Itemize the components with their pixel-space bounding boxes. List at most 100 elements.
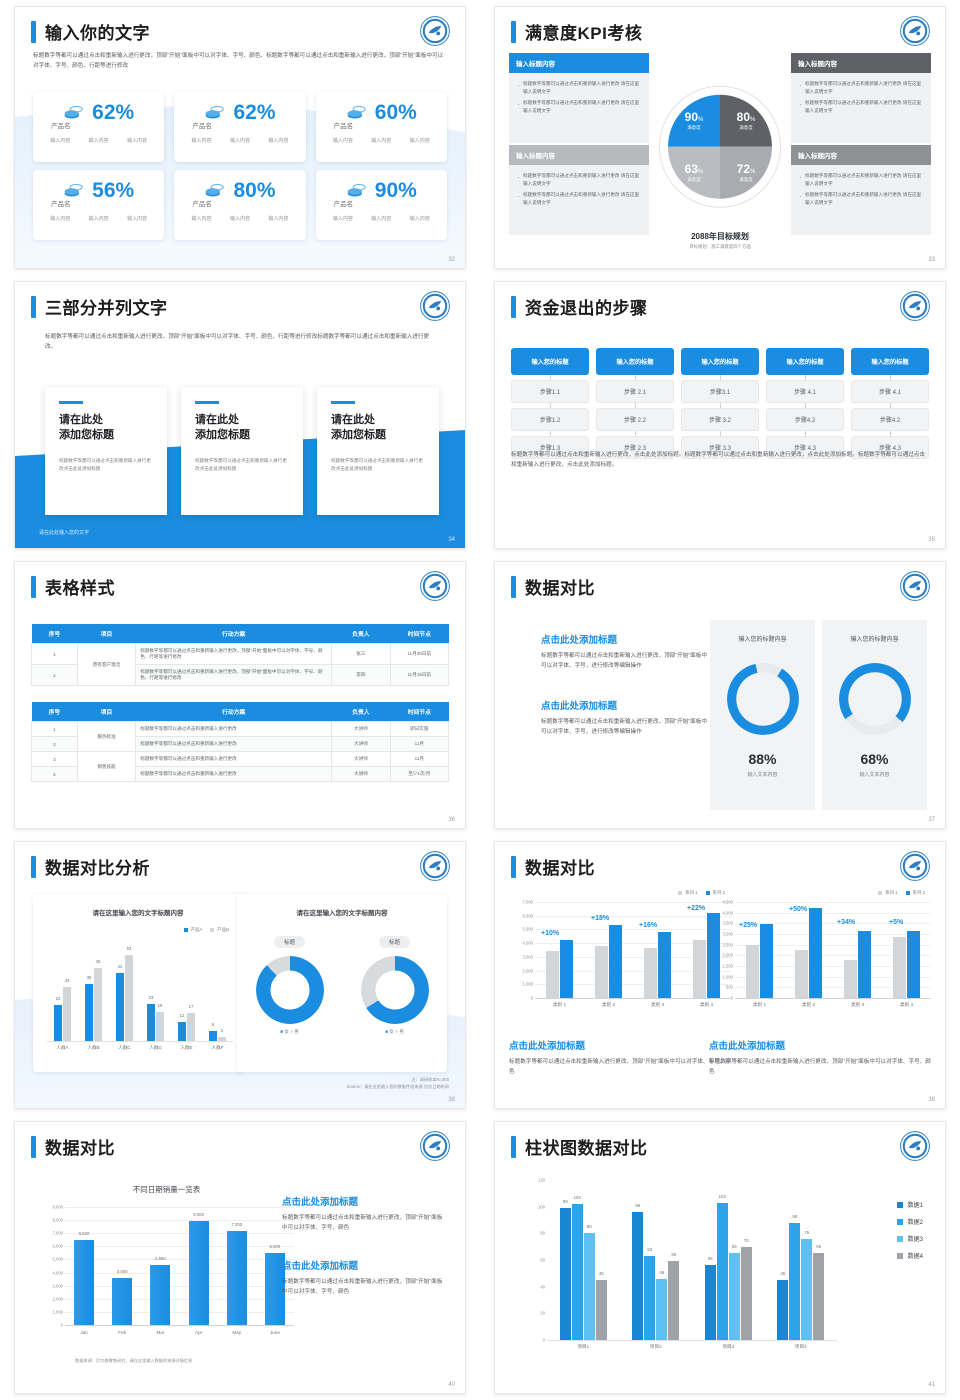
donut-legend: ■ 女 ■ 男 xyxy=(385,1029,404,1034)
quadrant-caption: 满意度 xyxy=(739,176,753,182)
step-item[interactable]: 步骤1.1 xyxy=(511,380,589,403)
kpi-box-top-right[interactable]: 输入标题内容 标题数字等都可以通过点击和重新输入进行更改 请在这里输入说明文字 … xyxy=(791,53,931,143)
kpi-box-bottom-left[interactable]: 输入标题内容 标题数字等都可以通过点击和重新输入进行更改 请在这里输入说明文字 … xyxy=(509,145,649,235)
slide-cell-40[interactable]: 数据对比 不同日期销量一览表 9,000 8,000 7,000 6,000 5… xyxy=(0,1115,480,1400)
kpi-card[interactable]: 80% 产品名 输入内容 输入内容 输入内容 xyxy=(174,170,306,240)
text-card[interactable]: 请在此处 添加您标题 标题数字等都可以通过点击和重新输入进行更改点击此处添加标题 xyxy=(181,387,303,515)
kpi-card-top: 56% xyxy=(41,180,156,201)
bar-series-b: 53 xyxy=(125,946,133,1041)
text-card[interactable]: 请在此处 添加您标题 标题数字等都可以通过点击和重新输入进行更改点击此处添加标题 xyxy=(45,387,167,515)
step-item[interactable]: 步骤1.2 xyxy=(511,408,589,431)
step-item[interactable]: 步骤 4.1 xyxy=(766,380,844,403)
table-row[interactable]: 1 服务标准 标题数字等都可以通过点击和重新输入进行更改 大讲师 即日实施 xyxy=(31,721,450,752)
kpi-product-name: 产品名 xyxy=(51,123,71,130)
step-item[interactable]: 步骤4.2 xyxy=(851,408,929,431)
kpi-foot-item: 输入内容 xyxy=(229,138,250,144)
step-item[interactable]: 步骤 2.3 xyxy=(596,436,674,459)
slide-cell-34[interactable]: 三部分并列文字 标题数字等都可以通过点击和重新输入进行更改，顶部“开始”面板中可… xyxy=(0,275,480,555)
slide-cell-33[interactable]: 满意度KPI考核 输入标题内容 标题数字等都可以通过点击和重新输入进行更改 请在… xyxy=(480,0,960,275)
table-cell-owner: 大讲师 xyxy=(331,736,391,752)
slide-cell-41[interactable]: 柱状图数据对比 120 100 80 60 40 20 0 xyxy=(480,1115,960,1400)
step-column[interactable]: 输入您的标题 步骤1.1 步骤1.2 步骤1.3 xyxy=(511,348,589,459)
step-item[interactable]: 步骤1.3 xyxy=(511,436,589,459)
step-column[interactable]: 输入您的标题 步骤 4.1 步骤4.2 步骤 4.3 xyxy=(851,348,929,459)
sales-bar-chart[interactable]: 不同日期销量一览表 9,000 8,000 7,000 6,000 5,000 … xyxy=(39,1184,294,1354)
pie-quadrant-3[interactable]: 63% 满意度 xyxy=(668,146,720,199)
donut-panel[interactable]: 输入您的标题内容 88% 输入文本内容 xyxy=(710,620,815,810)
slide-cell-37[interactable]: 数据对比 点击此处添加标题 标题数字等都可以通过点击和重新输入进行更改，顶部“开… xyxy=(480,555,960,835)
table-cell-owner: 张三 xyxy=(331,643,391,665)
step-item[interactable]: 步骤 3.3 xyxy=(681,436,759,459)
card-heading: 请在此处 添加您标题 xyxy=(59,414,114,441)
step-item[interactable]: 步骤 3.2 xyxy=(681,408,759,431)
step-connector xyxy=(851,403,929,408)
bar-chart-card[interactable]: 请在这里输入您的文字标题内容 产品A 产品B 22 33 人群A 35 45 人… xyxy=(33,894,243,1072)
block-heading: 点击此处添加标题 xyxy=(282,1197,359,1208)
slide-35[interactable]: 资金退出的步骤 输入您的标题 步骤1.1 步骤1.2 步骤1.3 输入您的标题 … xyxy=(494,281,946,549)
donut-chart-card[interactable]: 请在这里输入您的文字标题内容 标题 ■ 女 ■ 男 标题 ■ 女 ■ 男 xyxy=(237,894,447,1072)
step-column[interactable]: 输入您的标题 步骤 2.1 步骤 2.2 步骤 2.3 xyxy=(596,348,674,459)
card-body: 标题数字等都可以通过点击和重新输入进行更改点击此处添加标题 xyxy=(331,457,423,472)
slide-39[interactable]: 数据对比 系列 1 系列 2 7,000 6,000 5,000 4,000 3… xyxy=(494,841,946,1109)
slide-cell-35[interactable]: 资金退出的步骤 输入您的标题 步骤1.1 步骤1.2 步骤1.3 输入您的标题 … xyxy=(480,275,960,555)
kpi-card[interactable]: 56% 产品名 输入内容 输入内容 输入内容 xyxy=(33,170,165,240)
slide-32[interactable]: 输入你的文字 标题数字等都可以通过点击和重新输入进行更改，顶部“开始”面板中可以… xyxy=(14,6,466,269)
step-connector xyxy=(681,375,759,380)
table-row[interactable]: 4 标题数字等都可以通过点击和重新输入进行更改 大讲师 至少1次/月 xyxy=(31,766,450,782)
card-heading: 请在此处 添加您标题 xyxy=(331,414,386,441)
growth-bar-chart-left[interactable]: 系列 1 系列 2 7,000 6,000 5,000 4,000 3,000 … xyxy=(509,890,731,1007)
kpi-foot-item: 输入内容 xyxy=(268,138,289,144)
kpi-box-bottom-right[interactable]: 输入标题内容 标题数字等都可以通过点击和重新输入进行更改 请在这里输入说明文字 … xyxy=(791,145,931,235)
growth-bar-chart-right[interactable]: 系列 1 系列 2 4,500 4,000 3,500 3,000 2,500 … xyxy=(709,890,931,1007)
slide-34[interactable]: 三部分并列文字 标题数字等都可以通过点击和重新输入进行更改，顶部“开始”面板中可… xyxy=(14,281,466,549)
slide-40[interactable]: 数据对比 不同日期销量一览表 9,000 8,000 7,000 6,000 5… xyxy=(14,1121,466,1394)
table-row[interactable]: 1 原有客户激活 标题数字等都可以通过点击和重新输入进行更改，顶部“开始”面板中… xyxy=(31,643,450,686)
kpi-card[interactable]: 62% 产品名 输入内容 输入内容 输入内容 xyxy=(33,92,165,162)
slide-37[interactable]: 数据对比 点击此处添加标题 标题数字等都可以通过点击和重新输入进行更改，顶部“开… xyxy=(494,561,946,829)
pie-quadrant-1[interactable]: 90% 满意度 xyxy=(668,94,720,147)
step-item[interactable]: 步骤 4.3 xyxy=(766,436,844,459)
step-item[interactable]: 步骤 2.2 xyxy=(596,408,674,431)
slide-cell-36[interactable]: 表格样式 序号 项目 行动方案 负责人 时间节点 1 原有客户激活 标题数字等都… xyxy=(0,555,480,835)
y-tick: 0 xyxy=(542,1337,545,1343)
table-row[interactable]: 2 标题数字等都可以通过点击和重新输入进行更改，顶部“开始”面板中可以对字体、字… xyxy=(31,664,450,686)
step-column[interactable]: 输入您的标题 步骤 4.1 步骤4.2 步骤 4.3 xyxy=(766,348,844,459)
table-header-cell: 时间节点 xyxy=(390,702,449,722)
step-item[interactable]: 步骤3.1 xyxy=(681,380,759,403)
donut-unit[interactable]: 标题 ■ 女 ■ 男 xyxy=(255,931,324,1035)
step-item[interactable]: 步骤 2.1 xyxy=(596,380,674,403)
slide-cell-32[interactable]: 输入你的文字 标题数字等都可以通过点击和重新输入进行更改，顶部“开始”面板中可以… xyxy=(0,0,480,275)
step-item[interactable]: 步骤 4.3 xyxy=(851,436,929,459)
slide-36[interactable]: 表格样式 序号 项目 行动方案 负责人 时间节点 1 原有客户激活 标题数字等都… xyxy=(14,561,466,829)
donut-unit[interactable]: 标题 ■ 女 ■ 男 xyxy=(360,931,429,1035)
pie-quadrant-4[interactable]: 72% 满意度 xyxy=(720,146,772,199)
slide-41[interactable]: 柱状图数据对比 120 100 80 60 40 20 0 xyxy=(494,1121,946,1394)
kpi-percent: 80% xyxy=(233,179,276,202)
quadrant-number: 72 xyxy=(736,161,750,176)
kpi-product-name: 产品名 xyxy=(333,123,354,130)
quadrant-unit: % xyxy=(698,168,704,175)
slide-33[interactable]: 满意度KPI考核 输入标题内容 标题数字等都可以通过点击和重新输入进行更改 请在… xyxy=(494,6,946,269)
slide-38[interactable]: 数据对比分析 请在这里输入您的文字标题内容 产品A 产品B 22 33 人群A xyxy=(14,841,466,1109)
slide-cell-38[interactable]: 数据对比分析 请在这里输入您的文字标题内容 产品A 产品B 22 33 人群A xyxy=(0,835,480,1115)
y-axis: 7,000 6,000 5,000 4,000 3,000 2,000 1,00… xyxy=(509,900,535,1001)
pie-quadrant-2[interactable]: 80% 满意度 xyxy=(720,94,772,147)
text-card[interactable]: 请在此处 添加您标题 标题数字等都可以通过点击和重新输入进行更改点击此处添加标题 xyxy=(317,387,439,515)
donut-panel[interactable]: 输入您的标题内容 68% 输入文本内容 xyxy=(822,620,927,810)
bar-plot-area: 9,000 8,000 7,000 6,000 5,000 4,000 3,00… xyxy=(39,1205,294,1335)
step-item[interactable]: 步骤 4.1 xyxy=(851,380,929,403)
table-cell-owner: 大讲师 xyxy=(331,751,391,767)
kpi-percent: 60% xyxy=(374,101,417,124)
table-cell-plan: 标题数字等都可以通过点击和重新输入进行更改 xyxy=(135,736,333,752)
step-column[interactable]: 输入您的标题 步骤3.1 步骤 3.2 步骤 3.3 xyxy=(681,348,759,459)
slide-cell-39[interactable]: 数据对比 系列 1 系列 2 7,000 6,000 5,000 4,000 3… xyxy=(480,835,960,1115)
grouped-bar-chart[interactable]: 120 100 80 60 40 20 0 99 102 80 45 项目1 xyxy=(521,1178,837,1370)
kpi-card[interactable]: 60% 产品名 输入内容 输入内容 输入内容 xyxy=(315,92,447,162)
kpi-card[interactable]: 90% 产品名 输入内容 输入内容 输入内容 xyxy=(315,170,447,240)
step-item[interactable]: 步骤4.2 xyxy=(766,408,844,431)
kpi-box-top-left[interactable]: 输入标题内容 标题数字等都可以通过点击和重新输入进行更改 请在这里输入说明文字 … xyxy=(509,53,649,143)
slide-32-subtitle: 标题数字等都可以通过点击和重新输入进行更改，顶部“开始”面板中可以对字体、字号、… xyxy=(33,53,444,70)
kpi-card[interactable]: 62% 产品名 输入内容 输入内容 输入内容 xyxy=(174,92,306,162)
table-row[interactable]: 3 销售技能 标题数字等都可以通过点击和重新输入进行更改 大讲师 11月 xyxy=(31,751,450,782)
donut-panel-caption: 输入您的标题内容 xyxy=(738,637,787,643)
